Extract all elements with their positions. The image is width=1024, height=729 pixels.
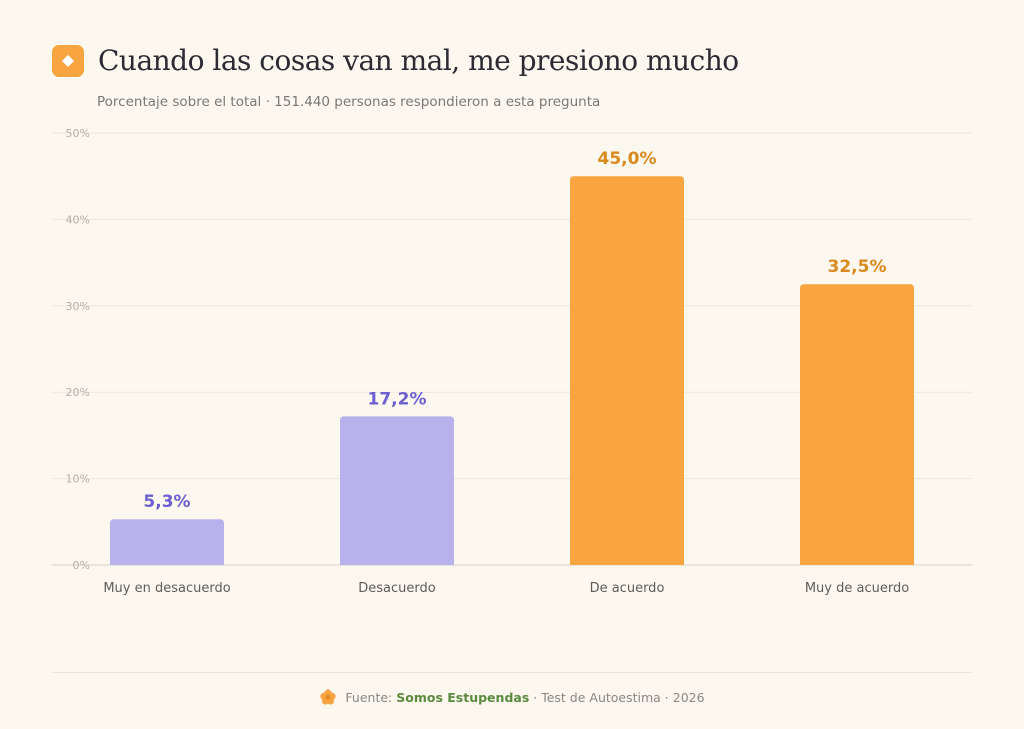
- chart-subtitle: Porcentaje sobre el total · 151.440 pers…: [97, 94, 601, 110]
- flower-icon: [319, 688, 337, 706]
- footer-suffix: · Test de Autoestima · 2026: [533, 689, 705, 705]
- bar-value-label: 5,3%: [143, 492, 190, 512]
- footer: Fuente: Somos Estupendas · Test de Autoe…: [0, 688, 1024, 706]
- bar-value-label: 17,2%: [368, 389, 427, 409]
- bar-value-label: 45,0%: [598, 149, 657, 169]
- footer-brand-link[interactable]: Somos Estupendas: [396, 689, 530, 705]
- diamond-logo-icon: [52, 44, 84, 77]
- x-tick-label: Desacuerdo: [358, 581, 436, 596]
- y-tick-label: 40%: [66, 213, 90, 226]
- bar: [110, 519, 224, 565]
- y-tick-label: 10%: [66, 473, 90, 486]
- y-tick-label: 20%: [66, 386, 90, 399]
- x-tick-label: Muy de acuerdo: [805, 581, 909, 596]
- footer-prefix: Fuente:: [345, 689, 393, 705]
- y-tick-label: 50%: [66, 127, 90, 140]
- bar: [340, 416, 454, 565]
- bar-value-label: 32,5%: [828, 257, 887, 277]
- footer-divider: [52, 672, 972, 673]
- y-tick-label: 0%: [73, 559, 90, 572]
- chart-header: Cuando las cosas van mal, me presiono mu…: [52, 44, 739, 77]
- x-tick-label: De acuerdo: [590, 581, 665, 596]
- bar: [800, 284, 914, 565]
- bar: [570, 176, 684, 565]
- x-tick-label: Muy en desacuerdo: [103, 581, 230, 596]
- bar-chart: 0% 10% 20% 30% 40% 50% 5,3% Muy en desacuerdo 17…: [52, 127, 972, 596]
- y-tick-label: 30%: [66, 300, 90, 313]
- chart-title: Cuando las cosas van mal, me presiono mu…: [98, 44, 739, 77]
